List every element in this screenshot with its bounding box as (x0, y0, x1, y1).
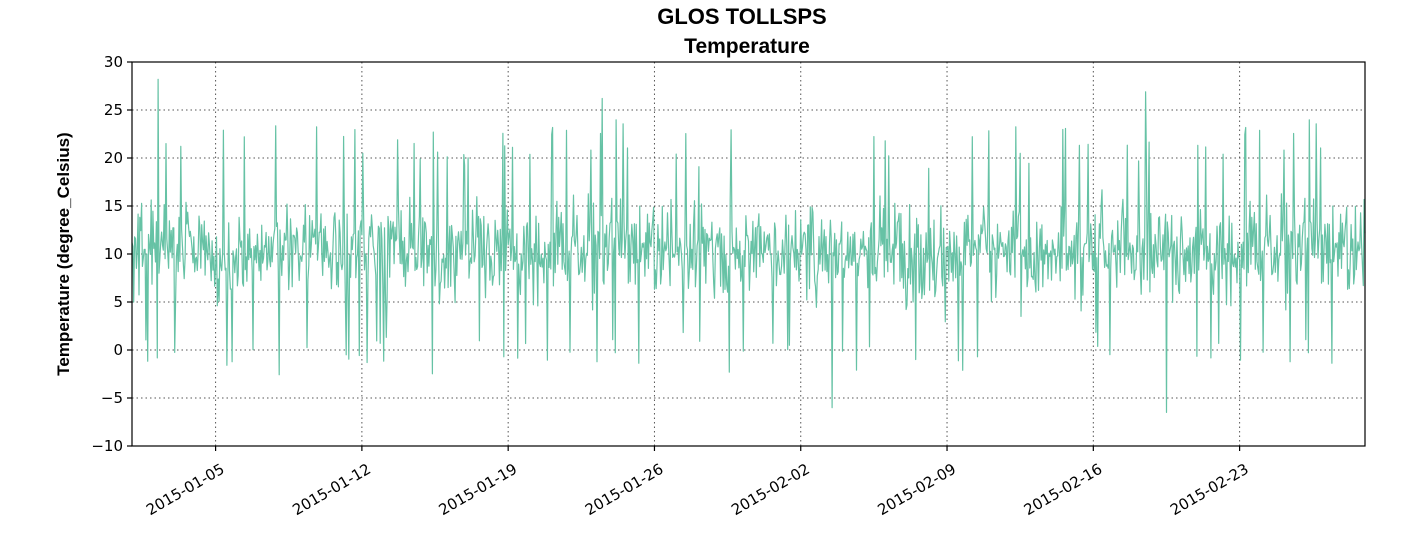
y-tick-label: −10 (91, 437, 123, 455)
y-tick-label: 15 (104, 197, 123, 215)
chart-title: GLOS TOLLSPS (657, 4, 827, 29)
y-tick-label: 25 (104, 101, 123, 119)
x-tick-label: 2015-01-05 (143, 460, 228, 519)
y-tick-label: −5 (101, 389, 123, 407)
y-tick-label: 5 (113, 293, 123, 311)
x-axis: 2015-01-05 2015-01-12 2015-01-19 2015-01-26… (143, 446, 1252, 519)
y-tick-label: 10 (104, 245, 123, 263)
y-axis-label: Temperature (degree_Celsius) (54, 132, 73, 375)
x-tick-label: 2015-02-16 (1021, 460, 1106, 519)
y-tick-label: 0 (113, 341, 123, 359)
x-tick-label: 2015-02-23 (1167, 460, 1252, 519)
x-tick-label: 2015-01-19 (436, 460, 521, 519)
y-axis: −10 −5 0 5 10 15 20 25 30 (91, 53, 132, 455)
x-tick-label: 2015-02-02 (728, 460, 813, 519)
series-line-temperature (131, 78, 1366, 413)
y-tick-label: 20 (104, 149, 123, 167)
x-tick-label: 2015-01-26 (582, 460, 667, 519)
chart-subtitle: Temperature (684, 35, 810, 58)
x-tick-label: 2015-01-12 (289, 460, 374, 519)
x-tick-label: 2015-02-09 (875, 460, 960, 519)
series-layer (131, 78, 1366, 413)
y-tick-label: 30 (104, 53, 123, 71)
